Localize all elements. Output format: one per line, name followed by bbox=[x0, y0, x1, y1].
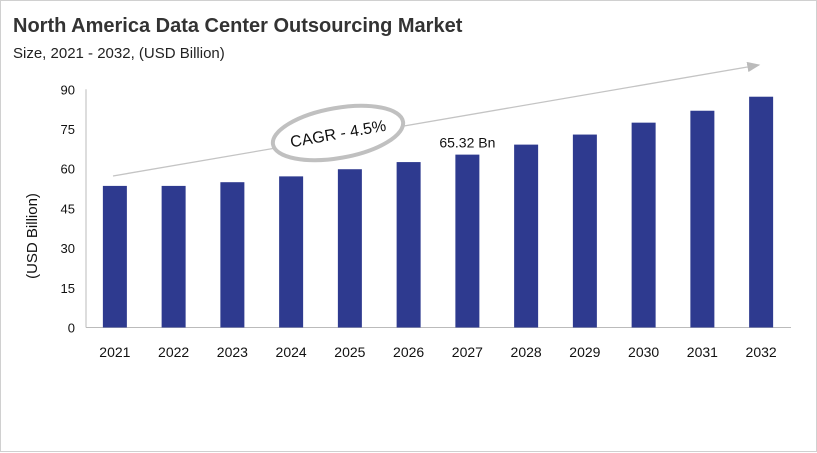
x-tick-label: 2026 bbox=[393, 344, 424, 360]
bar-2026 bbox=[396, 162, 421, 328]
y-tick-label: 45 bbox=[61, 201, 75, 216]
bar-2031 bbox=[690, 110, 715, 328]
bar-2021 bbox=[102, 185, 127, 328]
x-tick-label: 2022 bbox=[158, 344, 189, 360]
bar-2023 bbox=[220, 182, 245, 328]
y-tick-label: 90 bbox=[61, 82, 75, 97]
cagr-ellipse bbox=[270, 103, 406, 163]
x-tick-label: 2023 bbox=[217, 344, 248, 360]
y-tick-label: 15 bbox=[61, 281, 75, 296]
bar-2025 bbox=[337, 169, 362, 328]
x-tick-label: 2028 bbox=[511, 344, 542, 360]
x-tick-label: 2032 bbox=[746, 344, 777, 360]
x-tick-label: 2030 bbox=[628, 344, 659, 360]
chart-title: North America Data Center Outsourcing Ma… bbox=[13, 15, 463, 37]
y-tick-label: 75 bbox=[61, 122, 75, 137]
y-axis-label: (USD Billion) bbox=[24, 193, 41, 279]
trend-arrow bbox=[112, 61, 761, 177]
x-tick-label: 2031 bbox=[687, 344, 718, 360]
bar-2029 bbox=[572, 134, 597, 328]
y-tick-label: 30 bbox=[61, 241, 75, 256]
x-tick-label: 2029 bbox=[569, 344, 600, 360]
x-tick-label: 2021 bbox=[99, 344, 130, 360]
bar-2024 bbox=[279, 176, 304, 328]
bar-2028 bbox=[514, 144, 539, 328]
x-tick-label: 2027 bbox=[452, 344, 483, 360]
bar-2032 bbox=[749, 96, 774, 328]
x-tick-label: 2024 bbox=[276, 344, 307, 360]
y-tick-label: 0 bbox=[68, 321, 75, 336]
bar-2022 bbox=[161, 185, 186, 328]
bar-2027 bbox=[455, 154, 480, 328]
bar-2030 bbox=[631, 122, 656, 328]
data-label: 65.32 Bn bbox=[439, 135, 495, 151]
x-tick-label: 2025 bbox=[334, 344, 365, 360]
chart-subtitle: Size, 2021 - 2032, (USD Billion) bbox=[13, 45, 225, 62]
y-tick-label: 60 bbox=[61, 162, 75, 177]
